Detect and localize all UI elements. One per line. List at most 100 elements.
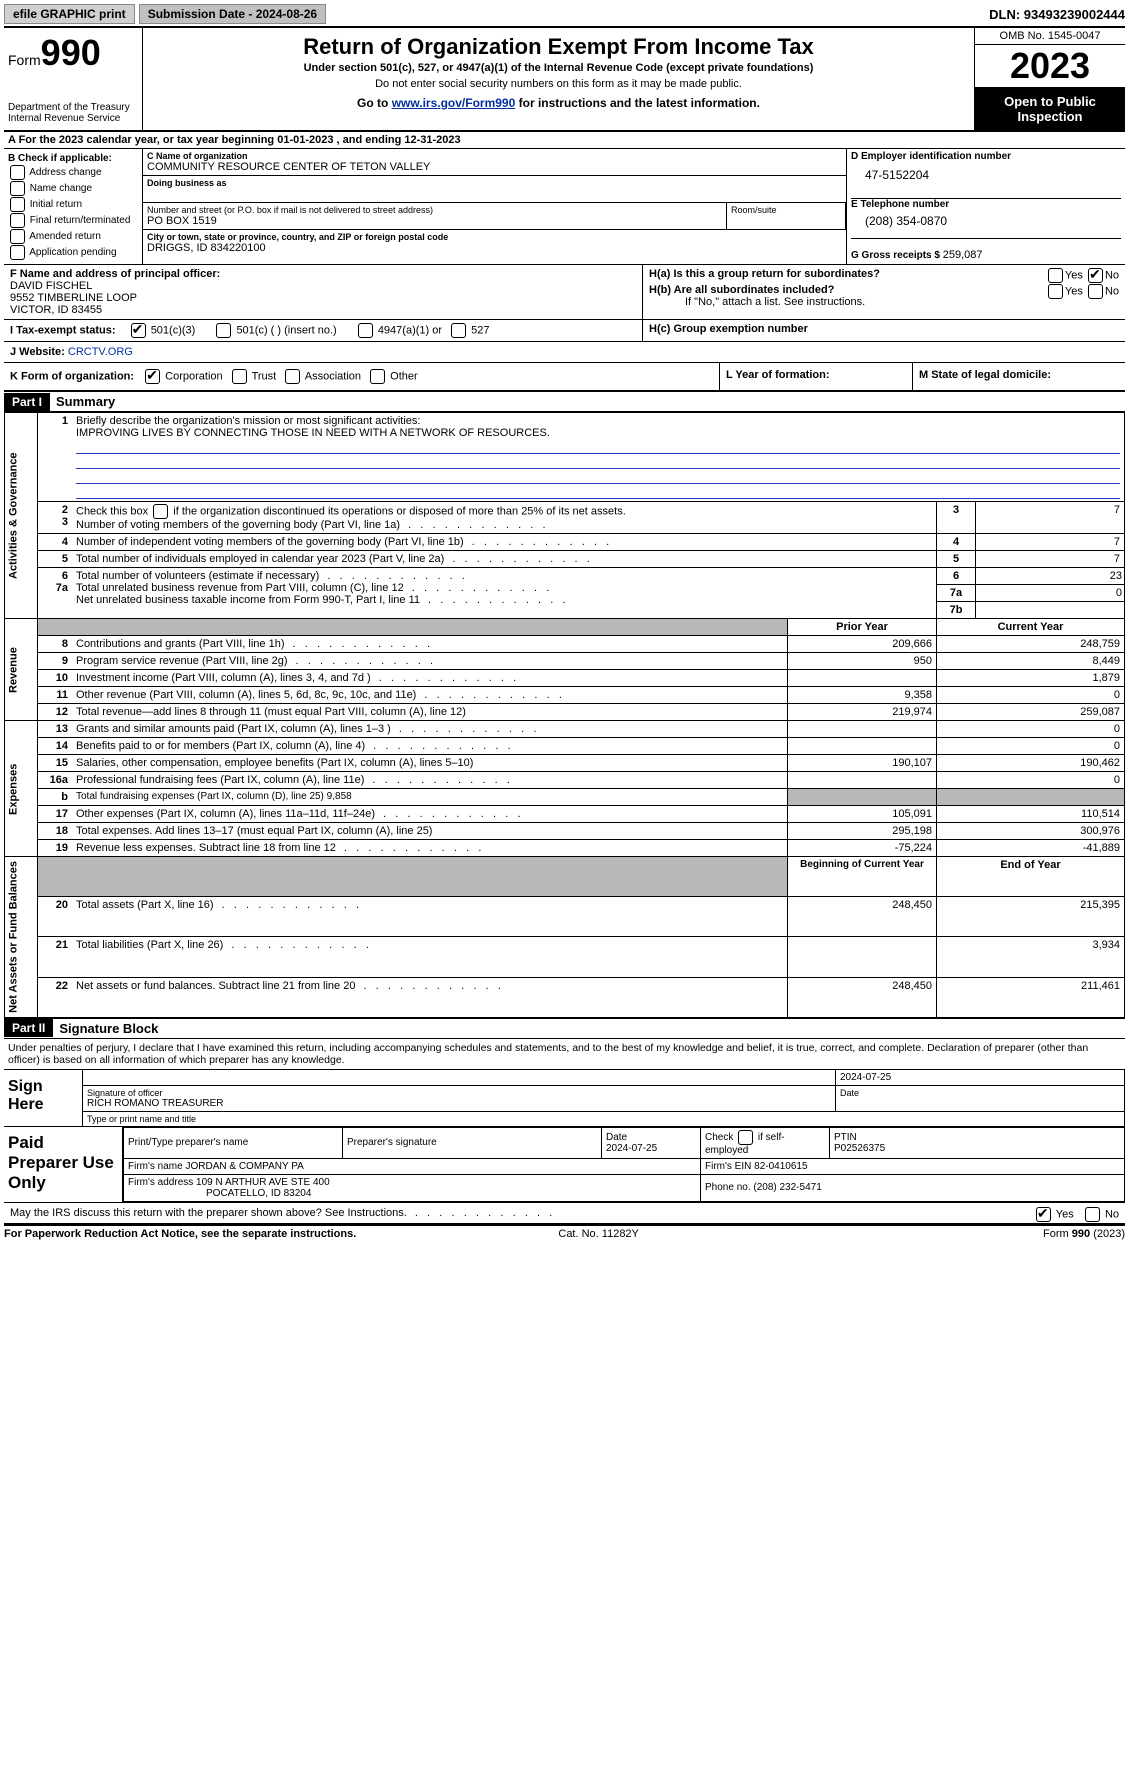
rev-10-c: 1,879: [937, 670, 1125, 687]
exp-14: Benefits paid to or for members (Part IX…: [72, 738, 788, 755]
rotated-revenue: Revenue: [5, 619, 38, 721]
exp-17-p: 105,091: [788, 806, 937, 823]
gov-row-7b: Net unrelated business taxable income fr…: [76, 594, 932, 606]
chk-name-change[interactable]: [10, 181, 25, 196]
exp-16a-p: [788, 772, 937, 789]
chk-irs-yes[interactable]: [1036, 1207, 1051, 1222]
part2-bar: Part II Signature Block: [4, 1018, 1125, 1039]
net-21-c: 3,934: [937, 937, 1125, 977]
section-i: I Tax-exempt status: 501(c)(3) 501(c) ( …: [4, 320, 1125, 342]
tax-status-label: I Tax-exempt status:: [10, 324, 116, 336]
phone-value: (208) 354-0870: [865, 214, 1121, 228]
exp-18: Total expenses. Add lines 13–17 (must eq…: [72, 823, 788, 840]
chk-initial-return[interactable]: [10, 197, 25, 212]
chk-hb-no[interactable]: [1088, 284, 1103, 299]
chk-irs-no[interactable]: [1085, 1207, 1100, 1222]
rev-10-p: [788, 670, 937, 687]
part1-header: Part I: [4, 393, 50, 411]
chk-self-employed[interactable]: [738, 1130, 753, 1145]
part1-title: Summary: [50, 392, 121, 411]
type-name-label: Type or print name and title: [83, 1112, 1125, 1126]
open-public-badge: Open to Public Inspection: [975, 88, 1125, 130]
firm-ein: 82-0410615: [754, 1161, 807, 1172]
form-number: 990: [41, 32, 101, 73]
rev-9-p: 950: [788, 653, 937, 670]
net-21-p: [788, 937, 937, 977]
omb-number: OMB No. 1545-0047: [975, 28, 1125, 45]
exp-16a: Professional fundraising fees (Part IX, …: [72, 772, 788, 789]
gov-row-5: Total number of individuals employed in …: [72, 551, 937, 568]
chk-final-return[interactable]: [10, 213, 25, 228]
irs-yes: Yes: [1056, 1208, 1074, 1220]
prep-name-label: Print/Type preparer's name: [124, 1127, 343, 1158]
chk-trust[interactable]: [232, 369, 247, 384]
exp-18-p: 295,198: [788, 823, 937, 840]
chk-assoc[interactable]: [285, 369, 300, 384]
org-address: PO BOX 1519: [147, 215, 722, 227]
exp-15-p: 190,107: [788, 755, 937, 772]
chk-ha-no[interactable]: [1088, 268, 1103, 283]
prior-year-header: Prior Year: [788, 619, 937, 636]
preparer-label: Paid Preparer Use Only: [4, 1127, 123, 1202]
gov-row-4: Number of independent voting members of …: [72, 534, 937, 551]
chk-amended-return[interactable]: [10, 229, 25, 244]
sig-date: 2024-07-25: [836, 1070, 1125, 1086]
exp-15: Salaries, other compensation, employee b…: [72, 755, 788, 772]
chk-527[interactable]: [451, 323, 466, 338]
gov-row-3: Number of voting members of the governin…: [76, 519, 932, 531]
gov-6-num: 6: [937, 568, 975, 585]
firm-addr1: 109 N ARTHUR AVE STE 400: [196, 1177, 330, 1188]
lbl-other: Other: [390, 370, 418, 382]
firm-phone-label: Phone no.: [705, 1182, 753, 1193]
irs-link[interactable]: www.irs.gov/Form990: [392, 96, 516, 110]
may-irs-label: May the IRS discuss this return with the…: [10, 1207, 552, 1219]
rotated-governance: Activities & Governance: [5, 413, 38, 619]
rev-10: Investment income (Part VIII, column (A)…: [72, 670, 788, 687]
preparer-table: Print/Type preparer's name Preparer's si…: [123, 1127, 1125, 1202]
sig-officer-label: Signature of officer: [87, 1088, 831, 1098]
rev-9: Program service revenue (Part VIII, line…: [72, 653, 788, 670]
ha-no: No: [1105, 269, 1119, 281]
org-city: DRIGGS, ID 834220100: [147, 242, 842, 254]
line-a: A For the 2023 calendar year, or tax yea…: [4, 132, 1125, 149]
firm-ein-label: Firm's EIN: [705, 1161, 754, 1172]
efile-print-button[interactable]: efile GRAPHIC print: [4, 4, 135, 24]
rotated-expenses: Expenses: [5, 721, 38, 857]
rev-8-p: 209,666: [788, 636, 937, 653]
part1-bar: Part I Summary: [4, 391, 1125, 412]
goto-line: Go to www.irs.gov/Form990 for instructio…: [149, 96, 968, 110]
officer-addr2: VICTOR, ID 83455: [10, 304, 636, 316]
chk-other[interactable]: [370, 369, 385, 384]
gov-5-num: 5: [937, 551, 976, 568]
dln-label: DLN: 93493239002444: [989, 7, 1125, 22]
chk-501c3[interactable]: [131, 323, 146, 338]
receipts-value: 259,087: [943, 249, 983, 261]
officer-name: DAVID FISCHEL: [10, 280, 636, 292]
submission-date-label: Submission Date - 2024-08-26: [139, 4, 326, 24]
gov-7a-val: 0: [976, 585, 1124, 602]
chk-application-pending[interactable]: [10, 245, 25, 260]
goto-suffix: for instructions and the latest informat…: [515, 96, 760, 110]
chk-discontinued[interactable]: [153, 504, 168, 519]
chk-corp[interactable]: [145, 369, 160, 384]
exp-16b: Total fundraising expenses (Part IX, col…: [72, 789, 788, 806]
lbl-527: 527: [471, 324, 489, 336]
ein-label: D Employer identification number: [851, 151, 1121, 162]
exp-13: Grants and similar amounts paid (Part IX…: [72, 721, 788, 738]
chk-501c[interactable]: [216, 323, 231, 338]
lbl-initial-return: Initial return: [30, 199, 82, 210]
website-value[interactable]: CRCTV.ORG: [68, 346, 133, 358]
phone-label: E Telephone number: [851, 199, 1121, 210]
part2-title: Signature Block: [53, 1019, 164, 1038]
gov-7a-num: 7a: [937, 585, 975, 602]
rev-9-c: 8,449: [937, 653, 1125, 670]
chk-hb-yes[interactable]: [1048, 284, 1063, 299]
year-begin: 01-01-2023: [277, 134, 333, 146]
lbl-501c3: 501(c)(3): [151, 324, 196, 336]
officer-signed-name: RICH ROMANO TREASURER: [87, 1098, 831, 1109]
tax-year: 2023: [975, 45, 1125, 88]
chk-4947[interactable]: [358, 323, 373, 338]
prep-date-label: Date: [606, 1132, 627, 1143]
chk-ha-yes[interactable]: [1048, 268, 1063, 283]
chk-address-change[interactable]: [10, 165, 25, 180]
